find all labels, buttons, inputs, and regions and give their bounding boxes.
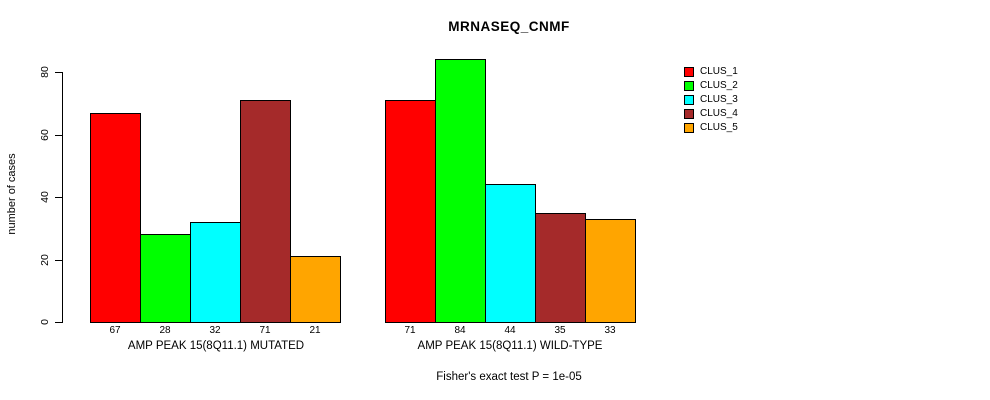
y-tick-label: 40 xyxy=(39,191,51,203)
bar-clus_4-group2 xyxy=(535,213,586,323)
bar-clus_4-group1 xyxy=(240,100,291,323)
legend-swatch-clus_1 xyxy=(684,67,694,77)
bar-value-label: 21 xyxy=(309,325,321,336)
bar-value-label: 32 xyxy=(209,325,221,336)
fisher-test-annotation: Fisher's exact test P = 1e-05 xyxy=(436,371,582,383)
group-label-mutated: AMP PEAK 15(8Q11.1) MUTATED xyxy=(127,340,305,352)
y-axis-line xyxy=(62,72,63,323)
y-tick-label: 20 xyxy=(39,253,51,266)
bar-value-label: 35 xyxy=(554,325,566,336)
y-tick-mark xyxy=(55,322,62,323)
y-tick-mark xyxy=(55,72,62,73)
bar-value-label: 84 xyxy=(454,325,466,336)
bar-clus_1-group2 xyxy=(385,100,436,323)
bar-clus_3-group1 xyxy=(190,222,241,323)
legend-label-clus_4: CLUS_4 xyxy=(700,108,738,119)
chart-title: MRNASEQ_CNMF xyxy=(448,19,570,34)
bar-clus_5-group1 xyxy=(290,256,341,323)
y-tick-label: 60 xyxy=(39,128,51,141)
legend-label-clus_1: CLUS_1 xyxy=(700,66,738,77)
bar-value-label: 44 xyxy=(504,325,516,336)
y-tick-mark xyxy=(55,197,62,198)
y-tick-label: 0 xyxy=(39,319,51,325)
legend-swatch-clus_2 xyxy=(684,81,694,91)
legend-label-clus_3: CLUS_3 xyxy=(700,94,738,105)
bar-value-label: 71 xyxy=(259,325,271,336)
y-axis-label: number of cases xyxy=(6,153,18,235)
y-tick-mark xyxy=(55,134,62,136)
bar-clus_2-group1 xyxy=(140,234,191,323)
legend-swatch-clus_4 xyxy=(684,109,694,119)
legend-label-clus_5: CLUS_5 xyxy=(700,122,738,133)
y-tick-label: 80 xyxy=(39,66,51,78)
bar-clus_3-group2 xyxy=(485,184,536,323)
bar-value-label: 33 xyxy=(604,325,616,336)
legend-swatch-clus_3 xyxy=(684,95,694,105)
bar-clus_5-group2 xyxy=(585,219,636,323)
bar-value-label: 67 xyxy=(109,325,121,336)
bar-value-label: 71 xyxy=(404,325,416,336)
group-label-wild-type: AMP PEAK 15(8Q11.1) WILD-TYPE xyxy=(417,340,603,352)
bar-value-label: 28 xyxy=(159,325,171,336)
legend-label-clus_2: CLUS_2 xyxy=(700,80,738,91)
bar-clus_1-group1 xyxy=(90,113,141,323)
legend-swatch-clus_5 xyxy=(684,123,694,133)
y-tick-mark xyxy=(55,259,62,261)
bar-clus_2-group2 xyxy=(435,59,486,323)
